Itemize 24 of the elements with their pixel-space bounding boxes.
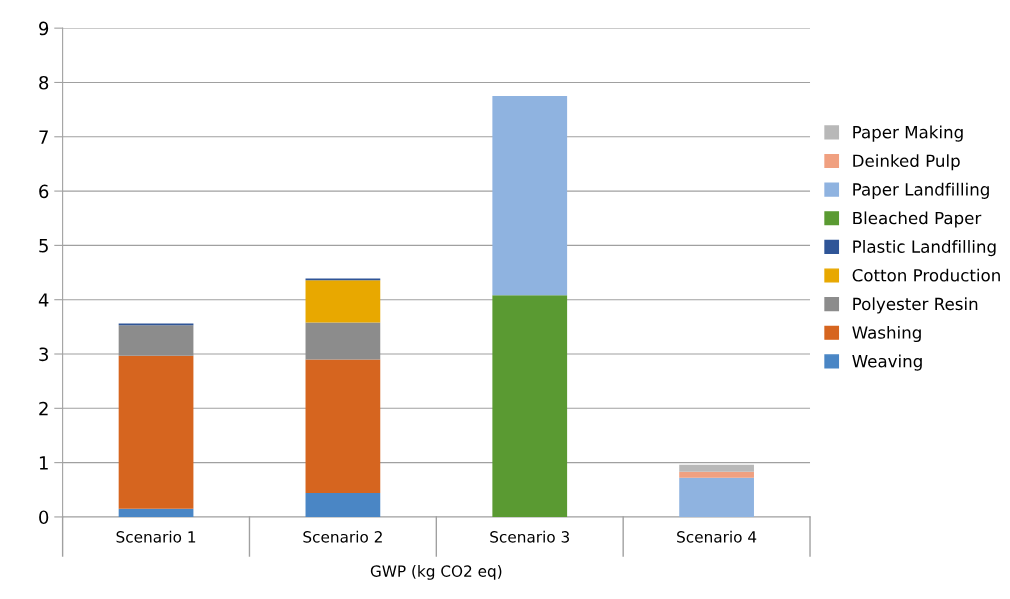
- y-tick-label: 3: [39, 347, 48, 362]
- legend-label: Plastic Landfilling: [853, 240, 996, 257]
- x-tick-label: Scenario 1: [116, 530, 196, 543]
- y-tick-label: 8: [39, 75, 49, 90]
- x-axis-title: GWP (kg CO2 eq): [370, 565, 502, 580]
- y-tick-label: 4: [38, 293, 49, 307]
- legend-label: Bleached Paper: [853, 211, 982, 228]
- legend-label: Polyester Resin: [853, 297, 978, 314]
- legend-label: Washing: [852, 325, 921, 343]
- y-tick-label: 0: [39, 510, 49, 525]
- y-tick-label: 9: [39, 21, 49, 36]
- x-tick-label: Scenario 3: [490, 530, 570, 543]
- y-tick-label: 1: [39, 456, 48, 470]
- x-tick-label: Scenario 4: [677, 530, 757, 543]
- x-tick-label: Scenario 2: [303, 530, 382, 543]
- y-tick-label: 7: [39, 130, 48, 144]
- y-tick-label: 6: [39, 184, 49, 199]
- y-tick-label: 2: [39, 401, 48, 416]
- legend-label: Deinked Pulp: [853, 154, 960, 171]
- legend-label: Cotton Production: [852, 268, 1000, 282]
- legend-label: Paper Landfilling: [853, 182, 989, 199]
- y-tick-label: 5: [39, 239, 48, 253]
- legend-label: Paper Making: [853, 125, 963, 142]
- legend-label: Weaving: [852, 354, 922, 371]
